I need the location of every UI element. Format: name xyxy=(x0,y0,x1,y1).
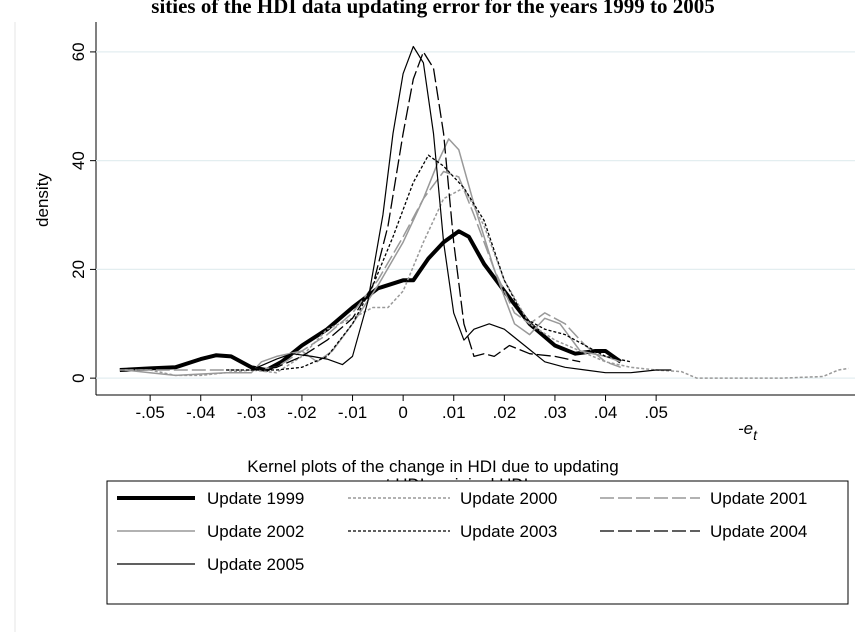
series-line xyxy=(251,51,581,371)
x-tick-label: -.05 xyxy=(135,403,164,422)
y-axis-label: density xyxy=(33,173,52,227)
chart-title: sities of the HDI data updating error fo… xyxy=(151,0,714,18)
x-tick-label: -.03 xyxy=(237,403,266,422)
y-tick-label: 40 xyxy=(69,151,88,170)
x-tick-label: .02 xyxy=(493,403,517,422)
x-tick-label: -.04 xyxy=(186,403,215,422)
series-line xyxy=(124,138,621,377)
legend-label: Update 2004 xyxy=(710,522,807,541)
x-tick-label: .01 xyxy=(442,403,466,422)
legend-label: Update 2000 xyxy=(460,489,557,508)
x-tick-label: .05 xyxy=(644,403,668,422)
x-tick-label: -.01 xyxy=(338,403,367,422)
x-symbol-main: -e xyxy=(738,419,753,438)
y-tick-label: 60 xyxy=(69,42,88,61)
x-axis-label: Kernel plots of the change in HDI due to… xyxy=(247,457,618,476)
legend-label: Update 2005 xyxy=(207,555,304,574)
x-symbol: -et xyxy=(738,419,758,443)
series-line xyxy=(119,229,622,372)
x-symbol-subscript: t xyxy=(753,427,758,443)
legend-box xyxy=(106,480,849,605)
x-tick-label: .04 xyxy=(594,403,618,422)
y-tick-label: 0 xyxy=(69,373,88,382)
legend-label: Update 1999 xyxy=(207,489,304,508)
x-tick-label: .03 xyxy=(543,403,567,422)
x-tick-label: -.02 xyxy=(287,403,316,422)
series-line xyxy=(251,45,672,374)
legend-label: Update 2002 xyxy=(207,522,304,541)
series-line xyxy=(226,154,631,371)
y-tick-label: 20 xyxy=(69,260,88,279)
legend-label: Update 2001 xyxy=(710,489,807,508)
legend-label: Update 2003 xyxy=(460,522,557,541)
x-tick-label: 0 xyxy=(398,403,407,422)
